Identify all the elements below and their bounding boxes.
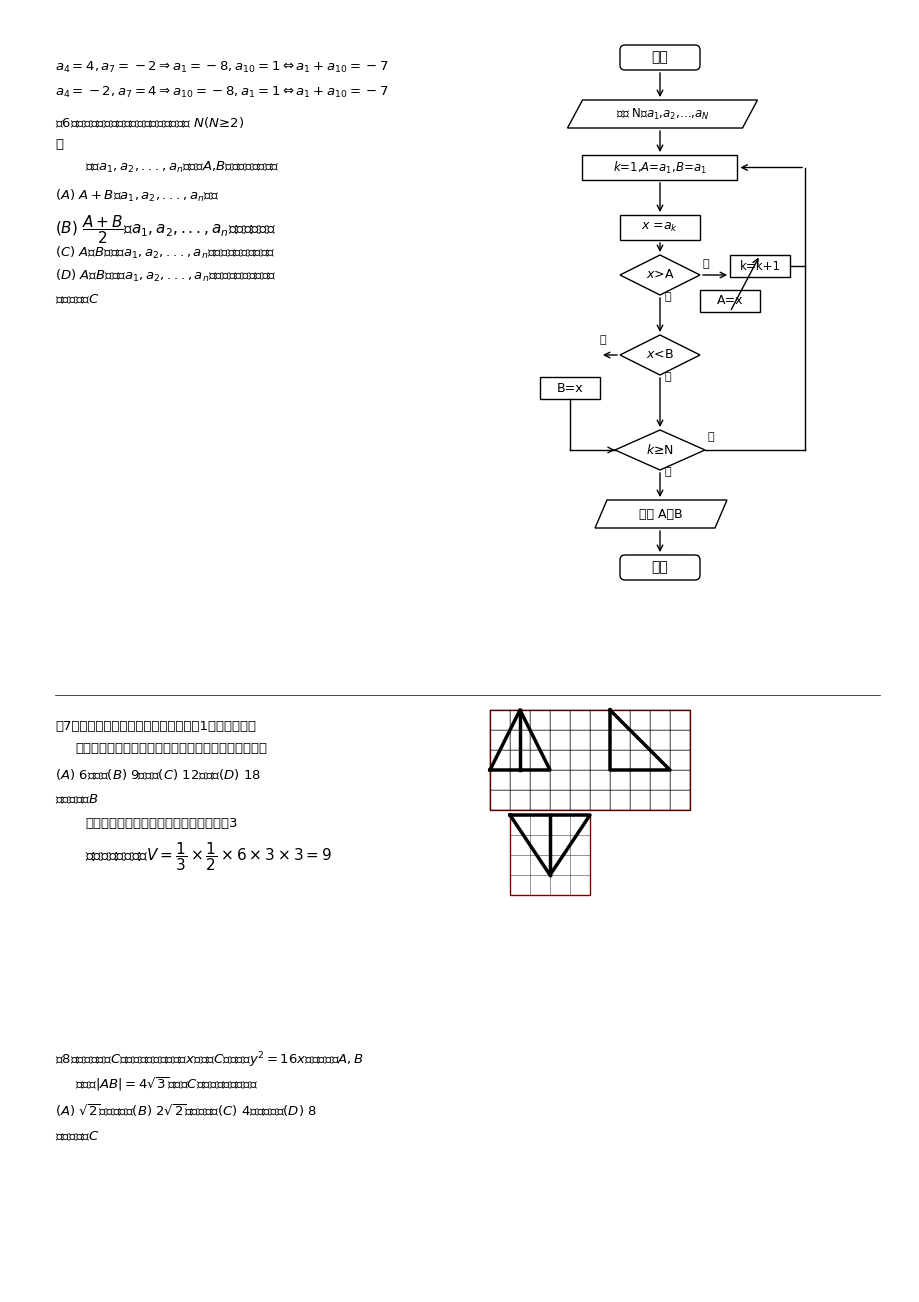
Text: 两点，$|AB|=4\sqrt{3}$；那么$C$的实轴长为（　　）: 两点，$|AB|=4\sqrt{3}$；那么$C$的实轴长为（ ）	[75, 1075, 258, 1092]
Polygon shape	[619, 335, 699, 375]
Text: ($A$) $\sqrt{2}$　　　　　($B$) $2\sqrt{2}$　　　　　($C$) 4　　　　　($D$) 8: ($A$) $\sqrt{2}$ ($B$) $2\sqrt{2}$ ($C$)…	[55, 1101, 316, 1118]
Bar	[509, 815, 589, 894]
Bar	[619, 215, 699, 240]
Text: 输出 A，B: 输出 A，B	[639, 508, 682, 521]
Text: 否: 否	[664, 372, 671, 381]
Text: ($D$) $A$和$B$分别是$a_1,a_2,...,a_n$中最小的数和最大的数: ($D$) $A$和$B$分别是$a_1,a_2,...,a_n$中最小的数和最…	[55, 268, 277, 284]
Text: （8）等轴双曲线$C$的中心在原点，焦点在$x$轴上，$C$与抛物线$y^2=16x$的准线交于$A,B$: （8）等轴双曲线$C$的中心在原点，焦点在$x$轴上，$C$与抛物线$y^2=1…	[55, 1049, 364, 1070]
Text: 是: 是	[702, 259, 709, 270]
Polygon shape	[595, 500, 726, 529]
FancyBboxPatch shape	[619, 46, 699, 70]
Bar	[699, 290, 759, 312]
Text: ($C$) $A$和$B$分别是$a_1,a_2,...,a_n$中最大的数和最小的数: ($C$) $A$和$B$分别是$a_1,a_2,...,a_n$中最大的数和最…	[55, 245, 276, 262]
Text: 结束: 结束	[651, 560, 667, 574]
Text: 开始: 开始	[651, 51, 667, 65]
Text: ($A$) $A+B$为$a_1,a_2,...,a_n$的和: ($A$) $A+B$为$a_1,a_2,...,a_n$的和	[55, 187, 219, 204]
Text: 是某几何体的三视图，那么此几何体的体积为（　　）: 是某几何体的三视图，那么此几何体的体积为（ ）	[75, 742, 267, 755]
Text: $k$=1,$A$=$a_1$,$B$=$a_1$: $k$=1,$A$=$a_1$,$B$=$a_1$	[612, 159, 706, 176]
Text: 输入 N，$a_1$,$a_2$,…,$a_N$: 输入 N，$a_1$,$a_2$,…,$a_N$	[615, 107, 709, 121]
Text: ($B$) $\dfrac{A+B}{2}$为$a_1,a_2,...,a_n$的算术平均数: ($B$) $\dfrac{A+B}{2}$为$a_1,a_2,...,a_n$…	[55, 214, 276, 246]
Text: ($A$) 6　　　($B$) 9　　　($C$) 12　　　($D$) 18: ($A$) 6 ($B$) 9 ($C$) 12 ($D$) 18	[55, 767, 261, 783]
Text: $x$<B: $x$<B	[645, 349, 674, 362]
Text: 和: 和	[55, 138, 62, 151]
Text: 否: 否	[664, 292, 671, 302]
Text: $k$≥N: $k$≥N	[645, 443, 674, 457]
Text: 【解析】选$B$: 【解析】选$B$	[55, 793, 98, 806]
Polygon shape	[619, 255, 699, 296]
Bar	[539, 378, 599, 398]
Text: 【解析】选$C$: 【解析】选$C$	[55, 1130, 99, 1143]
Text: （6）如果执行右边的程序框图，输入正整数 $N$($N≥2$): （6）如果执行右边的程序框图，输入正整数 $N$($N≥2$)	[55, 115, 244, 130]
Bar	[582, 155, 737, 180]
Polygon shape	[614, 430, 704, 470]
Text: A=x: A=x	[716, 294, 743, 307]
Text: 【解析】选$C$: 【解析】选$C$	[55, 293, 99, 306]
Text: $x$ =$a_k$: $x$ =$a_k$	[641, 221, 678, 234]
Text: $a_4=4,a_7=-2\Rightarrow a_1=-8,a_{10}=1\Leftrightarrow a_1+a_{10}=-7$: $a_4=4,a_7=-2\Rightarrow a_1=-8,a_{10}=1…	[55, 60, 388, 76]
Text: B=x: B=x	[556, 381, 583, 395]
Text: k=k+1: k=k+1	[739, 259, 779, 272]
Text: 此几何体的体积为$V=\dfrac{1}{3}\times\dfrac{1}{2}\times6\times3\times3=9$: 此几何体的体积为$V=\dfrac{1}{3}\times\dfrac{1}{2…	[85, 840, 332, 872]
Bar	[729, 255, 789, 277]
Text: 实数$a_1,a_2,...,a_n$，输出$A$,$B$，那么（　　　）: 实数$a_1,a_2,...,a_n$，输出$A$,$B$，那么（ ）	[85, 160, 279, 174]
Text: 是: 是	[664, 467, 671, 477]
FancyBboxPatch shape	[619, 555, 699, 579]
Text: 否: 否	[708, 432, 714, 441]
Bar	[490, 710, 689, 810]
Text: （7）如图，网格纸上小正方形的边长为1，粗线画出的: （7）如图，网格纸上小正方形的边长为1，粗线画出的	[55, 720, 255, 733]
Text: $x$>A: $x$>A	[645, 268, 674, 281]
Text: 该几何体是三棱锥，底面是俯视图，高为3: 该几何体是三棱锥，底面是俯视图，高为3	[85, 816, 237, 829]
Polygon shape	[567, 100, 756, 128]
Text: $a_4=-2,a_7=4\Rightarrow a_{10}=-8,a_1=1\Leftrightarrow a_1+a_{10}=-7$: $a_4=-2,a_7=4\Rightarrow a_{10}=-8,a_1=1…	[55, 85, 388, 100]
Text: 是: 是	[599, 335, 606, 345]
